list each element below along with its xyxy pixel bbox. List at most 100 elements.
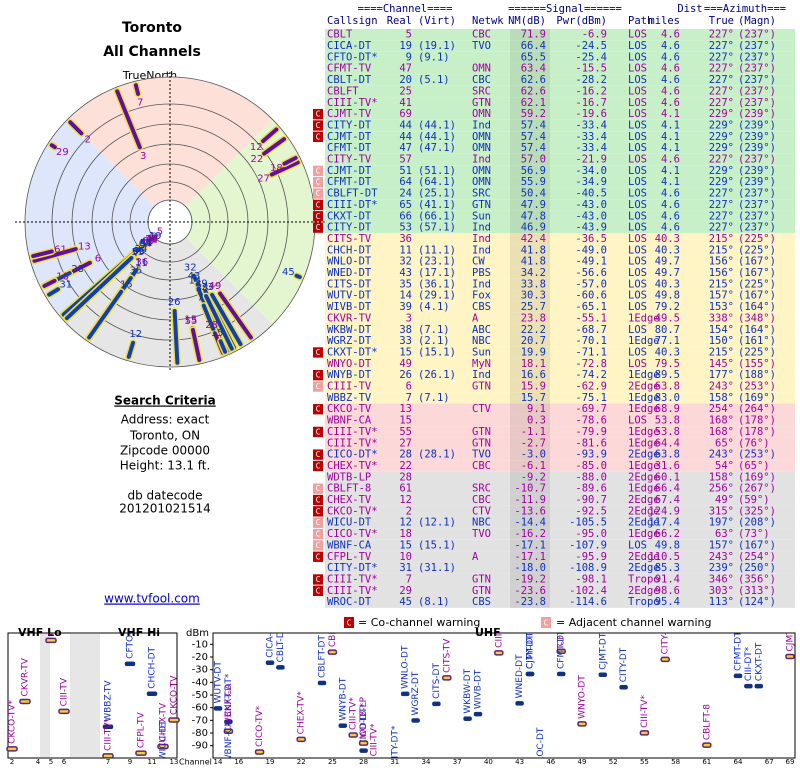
x-tick-label: 9 [128, 758, 132, 766]
cell: 239° [709, 562, 734, 574]
signal-mark [124, 661, 136, 667]
signal-label: CICO-DT* [359, 702, 369, 745]
cell: -9.2 [521, 471, 546, 483]
cell: 227° [709, 199, 734, 211]
row-background [325, 437, 795, 449]
cell: -23.6 [514, 585, 546, 597]
cell: CICO-TV* [327, 528, 378, 540]
nm-shade [510, 562, 550, 574]
station-channel: 18 [270, 163, 283, 174]
cell: -95.0 [575, 528, 607, 540]
warning-letter: C [316, 405, 321, 414]
cell: -23.8 [514, 596, 546, 608]
cell: (167°) [738, 267, 776, 279]
cell: 4.6 [661, 29, 680, 41]
row-background [325, 551, 795, 563]
cell: -75.1 [575, 392, 607, 404]
cell: 9.1 [527, 403, 546, 415]
spectrum-marks: CBLT CICA-DT CFTO-DT* CFMT-TV CBLT-DT CBLFT CI… [6, 633, 796, 758]
cell: LOS [628, 278, 647, 290]
cell: -71.1 [575, 346, 607, 358]
site-link[interactable]: www.tvfool.com [104, 592, 200, 606]
row-background [325, 40, 795, 52]
station-channel: 41 [145, 234, 158, 245]
signal-mark [577, 721, 587, 727]
nm-shade [510, 392, 550, 404]
cell: 229° [709, 176, 734, 188]
cell: 9 [406, 51, 412, 63]
warning-letter: C [316, 166, 321, 175]
cell: (239°) [738, 165, 776, 177]
cell: (239°) [738, 108, 776, 120]
cell: (239°) [738, 142, 776, 154]
warning-letter: C [316, 223, 321, 232]
cell: 243° [709, 449, 734, 461]
signal-label: CBLFT-DT [318, 635, 328, 678]
cell: 91.4 [655, 573, 680, 585]
row-background [325, 414, 795, 427]
cell: 65.5 [521, 51, 546, 63]
warning-letter: C [316, 586, 321, 595]
cell: OMN [472, 63, 491, 75]
signal-mark [473, 711, 483, 717]
cell: WBNF-CA [327, 415, 372, 427]
x-tick-label: 22 [297, 758, 306, 766]
station-spoke [172, 308, 180, 365]
row-background [325, 131, 795, 143]
cell: -21.9 [575, 154, 607, 166]
cell: 71.9 [521, 29, 546, 41]
cell: 243° [709, 381, 734, 393]
cell: -33.4 [575, 142, 607, 154]
cell: OMN [472, 165, 491, 177]
station-channel: 44 [140, 237, 153, 248]
cell: 28 [399, 471, 412, 483]
column-header: Path [628, 15, 653, 27]
cell: 89.5 [655, 369, 680, 381]
warning-letter: C [316, 132, 321, 141]
station-channel: 28 [71, 264, 84, 275]
cell: -19.2 [514, 573, 546, 585]
cell: 16.6 [521, 369, 546, 381]
cell: -70.1 [575, 335, 607, 347]
row-background [325, 539, 795, 552]
cell: (253°) [738, 381, 776, 393]
cell: LOS [628, 415, 647, 427]
legend-text: = Co-channel warning [358, 616, 480, 629]
warning-icon [313, 211, 323, 222]
cell: 47 [399, 63, 412, 75]
signal-mark [525, 671, 535, 677]
station-channel: 64 [139, 239, 152, 250]
cell: 3 [406, 312, 412, 324]
cell: 256° [709, 483, 734, 495]
station-spoke [68, 120, 84, 136]
cell: 1Edge [628, 335, 660, 347]
warning-letter: C [316, 189, 321, 198]
x-axis-label: Channel [179, 758, 212, 767]
y-tick-label: -70 [192, 715, 208, 726]
cell: LOS [628, 165, 647, 177]
cell: 50.4 [521, 188, 546, 200]
cell: 15 [399, 539, 412, 551]
warning-icon [313, 494, 323, 506]
cell: 4.6 [661, 222, 680, 234]
cell: CBC [472, 74, 491, 86]
x-tick-label: 52 [609, 758, 618, 766]
cell: 47.8 [521, 210, 546, 222]
row-background [325, 119, 795, 132]
nm-shade [510, 460, 550, 472]
cell: LOS [628, 85, 647, 97]
cell: WUTV-DT [327, 290, 372, 302]
cell: 4.1 [661, 108, 680, 120]
cell: 18 [399, 528, 412, 540]
warning-letter: C [316, 518, 321, 527]
x-tick-label: 37 [453, 758, 462, 766]
cell: 19.9 [521, 346, 546, 358]
cell: -49.1 [575, 256, 607, 268]
station-spoke [190, 327, 202, 362]
cell: 7 [406, 573, 412, 585]
row-background [325, 312, 795, 325]
cell: WNLO-DT [327, 256, 372, 268]
signal-mark [213, 706, 223, 711]
cell: 150° [709, 335, 734, 347]
nm-shade [510, 494, 550, 506]
